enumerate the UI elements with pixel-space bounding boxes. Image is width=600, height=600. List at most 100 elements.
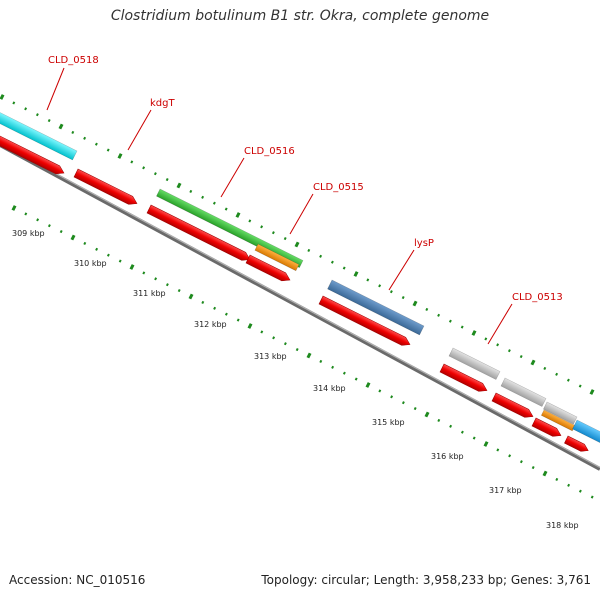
map-title: Clostridium botulinum B1 str. Okra, comp… bbox=[110, 8, 490, 24]
outer-tick bbox=[412, 300, 418, 307]
gene-bar-gray bbox=[448, 347, 501, 380]
label-leader-line bbox=[289, 193, 314, 235]
inner-tick bbox=[236, 318, 240, 322]
inner-tick bbox=[188, 293, 194, 300]
inner-tick bbox=[378, 389, 382, 393]
outer-tick bbox=[389, 290, 393, 294]
outer-tick bbox=[47, 119, 51, 123]
label-leader-line bbox=[127, 109, 152, 151]
outer-tick bbox=[484, 337, 488, 341]
outer-tick bbox=[24, 107, 28, 111]
outer-tick bbox=[425, 307, 429, 311]
accession-text: Accession: NC_010516 bbox=[9, 573, 146, 587]
inner-tick bbox=[59, 230, 63, 234]
outer-tick bbox=[176, 182, 182, 189]
backbone-line bbox=[0, 143, 600, 471]
inner-tick bbox=[449, 424, 453, 428]
outer-tick bbox=[448, 319, 452, 323]
outer-tick bbox=[283, 237, 287, 241]
inner-tick bbox=[11, 205, 17, 211]
kbp-label: 310 kbp bbox=[74, 259, 107, 268]
kbp-label: 318 kbp bbox=[546, 521, 579, 530]
outer-tick bbox=[589, 389, 595, 395]
outer-tick bbox=[566, 378, 570, 382]
outer-tick bbox=[271, 231, 275, 235]
cds-arrow bbox=[491, 392, 534, 418]
gene-bar-gray bbox=[500, 377, 547, 407]
inner-tick bbox=[70, 234, 76, 241]
inner-tick bbox=[106, 253, 110, 257]
outer-tick bbox=[401, 296, 405, 300]
outer-tick bbox=[307, 248, 311, 252]
genome-backbone bbox=[0, 142, 600, 471]
kbp-label: 315 kbp bbox=[372, 418, 405, 427]
outer-tick bbox=[224, 207, 228, 211]
inner-tick bbox=[555, 477, 559, 481]
outer-tick bbox=[94, 142, 98, 146]
outer-tick bbox=[165, 178, 169, 182]
outer-tick bbox=[235, 212, 241, 218]
gene-bar-gray bbox=[543, 401, 578, 425]
cds-arrow bbox=[531, 417, 562, 437]
outer-tick bbox=[142, 166, 146, 170]
outer-tick bbox=[201, 195, 205, 199]
inner-tick bbox=[260, 330, 264, 334]
inner-tick bbox=[483, 441, 489, 447]
cds-arrow bbox=[564, 435, 589, 452]
inner-tick bbox=[306, 352, 312, 359]
gene-bar-blue bbox=[327, 279, 425, 336]
outer-tick-track bbox=[0, 94, 595, 395]
inner-tick bbox=[83, 241, 87, 245]
outer-tick bbox=[294, 241, 300, 248]
inner-tick bbox=[118, 259, 122, 263]
outer-tick bbox=[35, 113, 39, 117]
inner-tick bbox=[390, 395, 394, 399]
inner-tick bbox=[542, 470, 548, 477]
label-leader-line bbox=[487, 303, 513, 345]
inner-tick bbox=[496, 448, 500, 452]
inner-tick bbox=[201, 300, 205, 304]
kbp-label: 314 kbp bbox=[313, 384, 346, 393]
gene-label: lysP bbox=[414, 238, 434, 249]
inner-tick bbox=[272, 336, 276, 340]
inner-tick bbox=[142, 271, 146, 275]
inner-tick bbox=[24, 212, 28, 216]
outer-tick bbox=[366, 278, 370, 282]
gene-bar-orange bbox=[254, 243, 300, 272]
inner-tick bbox=[508, 454, 512, 458]
inner-tick bbox=[224, 312, 228, 316]
inner-tick bbox=[47, 224, 51, 228]
outer-tick bbox=[153, 172, 157, 176]
gene-label: CLD_0516 bbox=[244, 146, 295, 157]
label-leader-line bbox=[46, 67, 65, 111]
outer-tick bbox=[71, 130, 75, 134]
label-leader-line bbox=[388, 249, 415, 291]
cds-arrow bbox=[0, 130, 65, 175]
inner-tick bbox=[531, 466, 535, 470]
label-leader-line bbox=[220, 157, 245, 198]
outer-tick bbox=[117, 153, 123, 159]
inner-tick bbox=[472, 436, 476, 440]
cds-arrow bbox=[146, 204, 251, 261]
inner-tick bbox=[36, 218, 40, 222]
outer-tick bbox=[378, 284, 382, 288]
kbp-labels: 309 kbp 310 kbp 311 kbp 312 kbp 313 kbp 314 k… bbox=[12, 229, 579, 530]
inner-tick bbox=[578, 489, 582, 493]
backbone-highlight bbox=[0, 142, 600, 469]
gene-bar-cyan bbox=[0, 109, 78, 161]
kbp-label: 312 kbp bbox=[194, 320, 227, 329]
inner-tick bbox=[154, 277, 158, 281]
inner-tick bbox=[95, 247, 99, 251]
inner-tick bbox=[567, 483, 571, 487]
gene-label: CLD_0515 bbox=[313, 182, 364, 193]
kbp-label: 317 kbp bbox=[489, 486, 522, 495]
outer-tick bbox=[578, 384, 582, 388]
kbp-label: 311 kbp bbox=[133, 289, 166, 298]
inner-tick bbox=[295, 348, 299, 352]
outer-tick bbox=[519, 355, 523, 359]
inner-tick bbox=[519, 460, 523, 464]
outer-tick bbox=[543, 366, 547, 370]
outer-tick bbox=[496, 343, 500, 347]
outer-tick bbox=[83, 136, 87, 140]
